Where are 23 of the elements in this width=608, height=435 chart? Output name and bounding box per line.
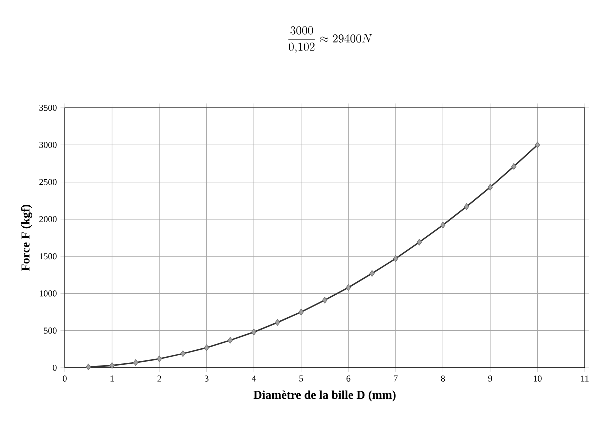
x-tick-label: 4 xyxy=(252,376,256,382)
y-tick-label: 2000 xyxy=(40,216,57,222)
text: $\frac{3000}{0{,}102} \approx 29400N$ xyxy=(288,26,372,54)
y-tick-label: 1500 xyxy=(40,254,57,260)
x-axis-title: Diamètre de la bille D (mm) xyxy=(254,390,396,402)
y-tick-label: 3500 xyxy=(40,104,57,112)
x-tick-label: 5 xyxy=(300,376,304,382)
x-tick-label: 1 xyxy=(110,376,114,382)
x-tick-label: 3 xyxy=(204,376,209,382)
y-tick-label: 0 xyxy=(53,364,57,372)
y-tick-label: 3000 xyxy=(40,142,57,148)
x-tick-label: 0 xyxy=(63,376,67,382)
x-tick-label: 6 xyxy=(346,376,351,382)
x-tick-label: 11 xyxy=(581,376,589,382)
x-tick-label: 9 xyxy=(488,376,492,382)
y-tick-label: 2500 xyxy=(40,179,57,186)
y-tick-label: 500 xyxy=(44,328,57,334)
x-tick-label: 8 xyxy=(441,376,446,382)
x-tick-label: 2 xyxy=(158,376,162,382)
y-axis-title: Force F (kgf) xyxy=(21,204,32,272)
y-tick-label: 1000 xyxy=(40,290,57,297)
x-tick-label: 7 xyxy=(394,376,398,382)
x-tick-label: 10 xyxy=(534,376,542,382)
